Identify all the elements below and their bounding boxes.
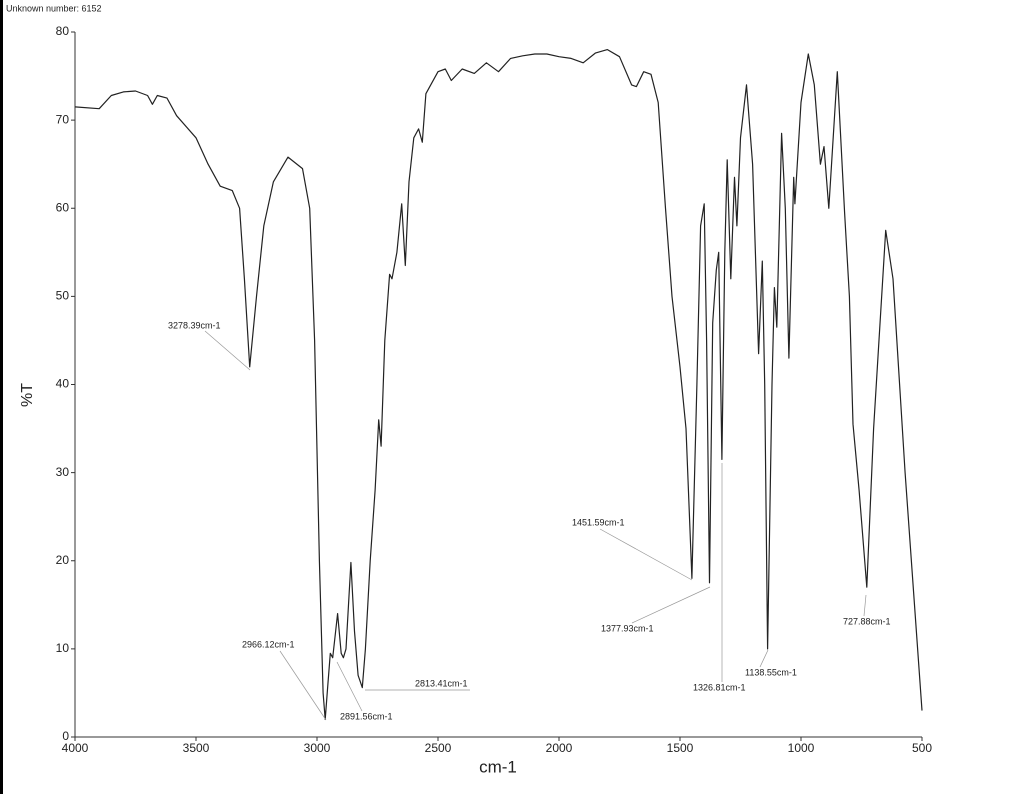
y-tick-label: 60	[56, 200, 70, 214]
annotation: 1138.55cm-1	[745, 667, 797, 677]
annotation-leader	[204, 330, 251, 371]
x-tick-label: 3000	[304, 741, 331, 755]
x-tick-label: 4000	[62, 741, 89, 755]
annotation: 2966.12cm-1	[242, 639, 295, 649]
x-tick-label: 1500	[667, 741, 694, 755]
annotation-leader	[863, 594, 867, 617]
x-tick-label: 2500	[425, 741, 452, 755]
y-tick-label: 40	[56, 377, 70, 391]
annotation-leader	[599, 528, 693, 581]
annotation: 727.88cm-1	[843, 616, 891, 626]
annotation-leader	[631, 586, 711, 624]
edge-bar	[0, 0, 3, 794]
annotation: 2813.41cm-1	[415, 678, 468, 688]
annotation: 1326.81cm-1	[693, 682, 746, 692]
x-axis-label: cm-1	[479, 757, 517, 776]
y-tick-label: 10	[56, 641, 70, 655]
x-tick-label: 500	[912, 741, 932, 755]
annotation: 3278.39cm-1	[168, 320, 221, 330]
y-tick-label: 50	[56, 289, 70, 303]
y-tick-label: 20	[56, 553, 70, 567]
annotation-leader	[336, 661, 363, 712]
annotation: 1377.93cm-1	[601, 623, 654, 633]
annotation: 1451.59cm-1	[572, 517, 625, 527]
chart-title: Unknown number: 6152	[6, 3, 102, 13]
y-tick-label: 30	[56, 465, 70, 479]
annotation-leader	[279, 650, 327, 721]
y-tick-label: 0	[62, 729, 69, 743]
spectrum-line	[74, 49, 923, 720]
y-tick-label: 80	[56, 24, 70, 38]
x-tick-label: 3500	[183, 741, 210, 755]
annotation: 2891.56cm-1	[340, 711, 393, 721]
y-tick-label: 70	[56, 112, 70, 126]
x-tick-label: 2000	[546, 741, 573, 755]
x-tick-label: 1000	[788, 741, 815, 755]
y-axis-label: %T	[19, 383, 36, 407]
annotation-leader	[759, 649, 769, 668]
